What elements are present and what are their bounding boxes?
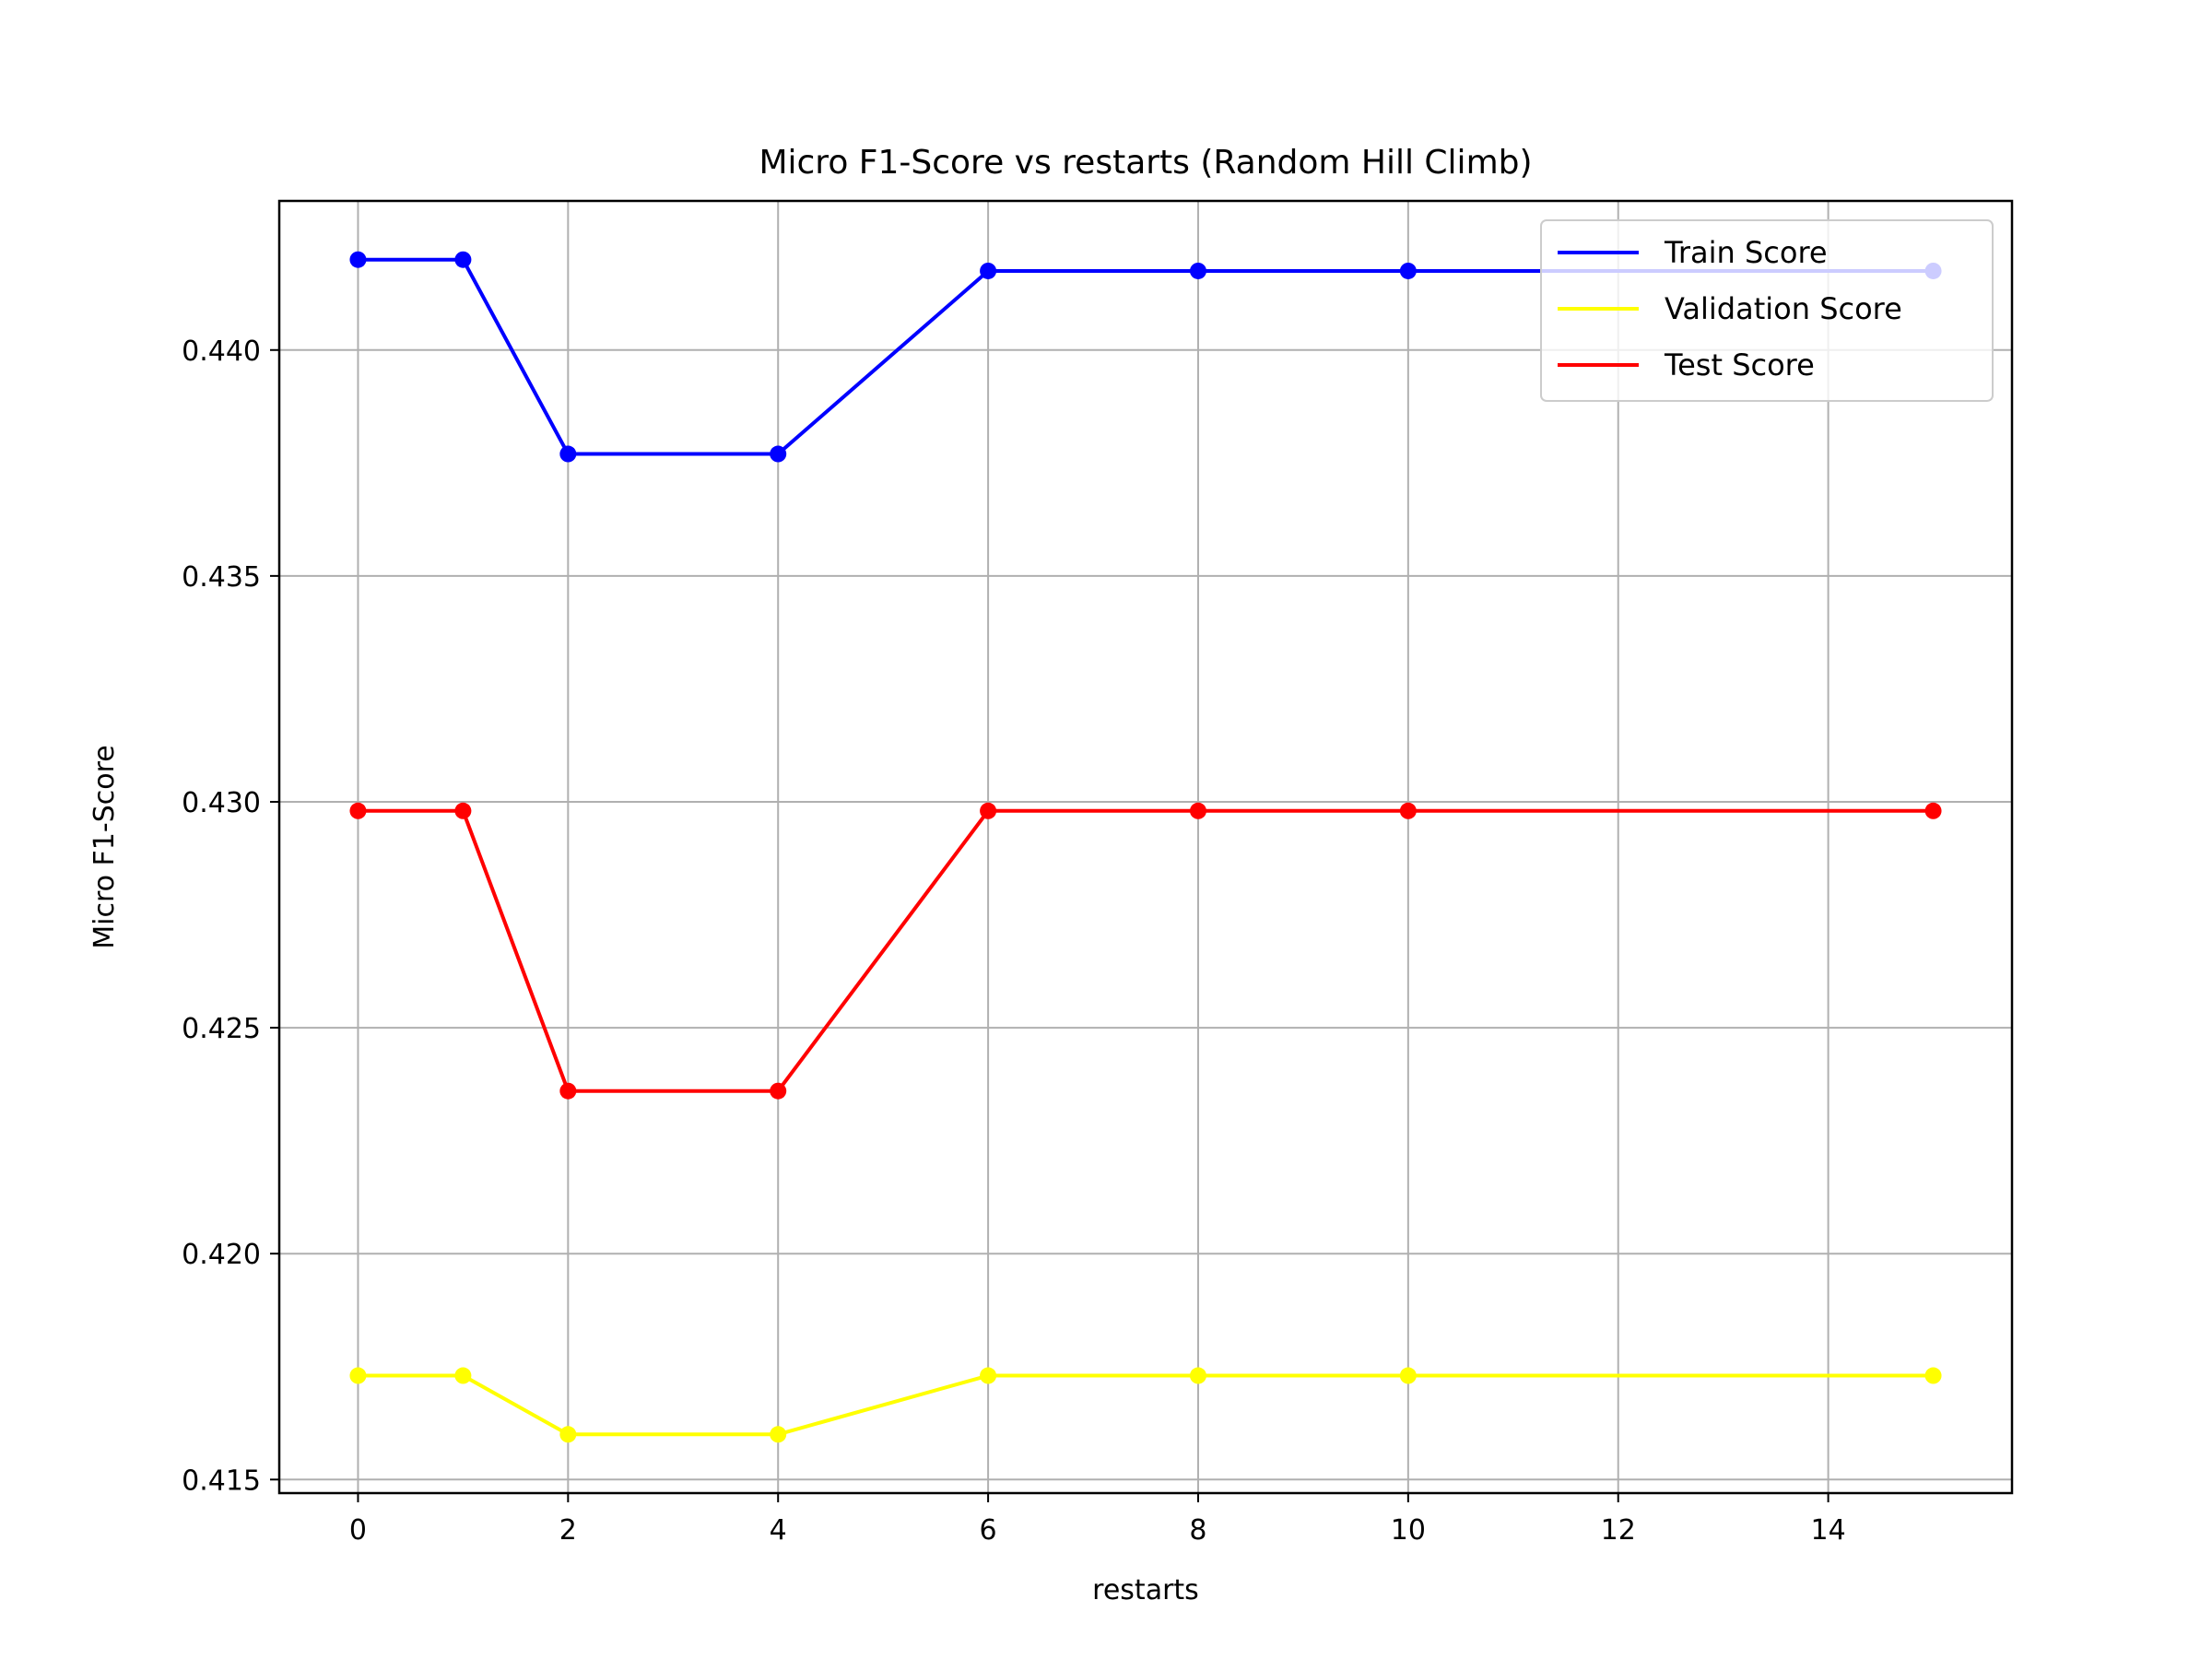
grid [279, 201, 2012, 1493]
y-tick-label: 0.425 [182, 1013, 261, 1045]
series-lines [358, 257, 1934, 1437]
validation-score-point [980, 1367, 997, 1384]
test-score-point [1189, 802, 1206, 819]
train-score-point [559, 445, 577, 463]
validation-score-point [770, 1426, 787, 1443]
validation-score-point [349, 1367, 367, 1384]
x-tick-label: 0 [349, 1514, 367, 1547]
train-score-point [349, 251, 367, 268]
y-axis-label: Micro F1-Score [88, 745, 121, 948]
y-tick-label: 0.440 [182, 335, 261, 368]
train-score-point [770, 445, 787, 463]
test-score-point [454, 802, 472, 819]
x-tick-label: 2 [559, 1514, 577, 1547]
legend-label-train-score: Train Score [1664, 235, 1828, 270]
validation-score-point [454, 1367, 472, 1384]
train-score-point [1399, 262, 1417, 279]
series-markers [349, 251, 1942, 1443]
x-axis-label: restarts [1092, 1574, 1199, 1606]
legend-box [1540, 219, 1994, 402]
y-tick-label: 0.420 [182, 1239, 261, 1271]
test-score-point [980, 802, 997, 819]
legend: Train Score Validation Score Test Score [1540, 219, 1994, 402]
validation-score-point [559, 1426, 577, 1443]
train-score-point [454, 251, 472, 268]
test-score-point [1924, 802, 1942, 819]
validation-score-point [1399, 1367, 1417, 1384]
legend-label-test-score: Test Score [1664, 347, 1815, 382]
y-tick-label: 0.415 [182, 1465, 261, 1497]
train-score-point [980, 262, 997, 279]
test-score-point [1399, 802, 1417, 819]
train-score-line [358, 257, 1934, 456]
x-tick-label: 4 [770, 1514, 787, 1547]
test-score-point [770, 1082, 787, 1100]
test-score-point [559, 1082, 577, 1100]
x-tick-label: 14 [1811, 1514, 1846, 1547]
x-axis-ticks: 0 2 4 6 8 10 12 14 [349, 1493, 1846, 1547]
plot-frame [277, 199, 2014, 1495]
test-score-point [349, 802, 367, 819]
validation-score-point [1189, 1367, 1206, 1384]
x-tick-label: 8 [1189, 1514, 1206, 1547]
validation-score-point [1924, 1367, 1942, 1384]
x-tick-label: 12 [1601, 1514, 1636, 1547]
train-score-point [1189, 262, 1206, 279]
x-tick-label: 10 [1391, 1514, 1426, 1547]
x-tick-label: 6 [980, 1514, 997, 1547]
legend-label-validation-score: Validation Score [1665, 291, 1902, 326]
y-axis-ticks: 0.415 0.420 0.425 0.430 0.435 0.440 [182, 335, 279, 1497]
validation-score-line [358, 1373, 1934, 1437]
y-tick-label: 0.435 [182, 561, 261, 594]
test-score-line [358, 808, 1934, 1093]
y-tick-label: 0.430 [182, 787, 261, 819]
chart-title: Micro F1-Score vs restarts (Random Hill … [759, 144, 1532, 182]
